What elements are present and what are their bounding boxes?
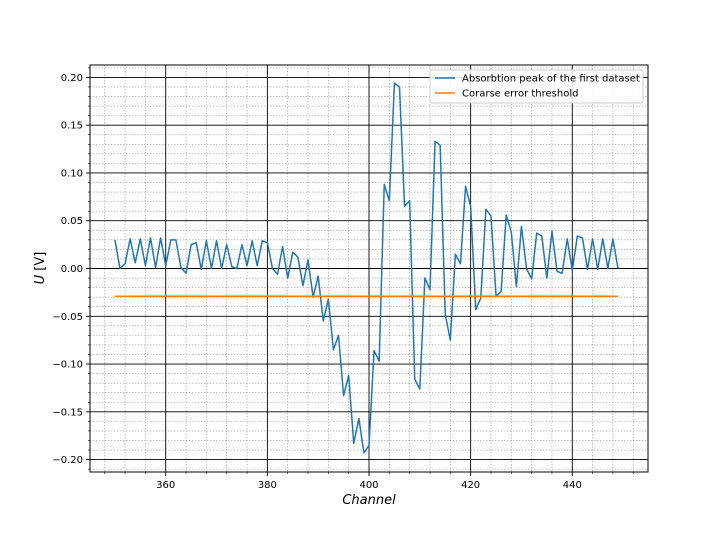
y-axis-label-variable: U [33, 274, 48, 284]
x-axis-label: Channel [342, 493, 396, 508]
x-tick-label: 440 [563, 480, 582, 491]
y-tick-label: 0.10 [61, 168, 83, 179]
legend-label-series-2: Corarse error threshold [462, 89, 578, 100]
axis-ticks [86, 67, 634, 476]
y-tick-label: −0.05 [52, 312, 83, 323]
y-tick-label: 0.05 [61, 216, 83, 227]
x-tick-label: 400 [359, 480, 378, 491]
major-grid [90, 65, 648, 472]
y-axis-label-unit: [V] [33, 252, 48, 275]
series-layer [114, 82, 619, 454]
y-axis-label: U [V] [33, 252, 48, 285]
y-tick-label: −0.20 [52, 455, 83, 466]
y-tick-label: 0.20 [61, 73, 83, 84]
legend-label-series-1: Absorbtion peak of the first dataset [462, 74, 640, 85]
tick-labels: 360 380 400 420 440 −0.20 −0.15 −0.10 −0.05 0.00 0… [52, 73, 581, 491]
y-tick-label: 0.15 [61, 121, 83, 132]
x-tick-label: 380 [258, 480, 277, 491]
y-tick-label: 0.00 [61, 264, 83, 275]
x-tick-label: 360 [156, 480, 175, 491]
y-tick-label: −0.15 [52, 407, 83, 418]
y-tick-label: −0.10 [52, 360, 83, 371]
series-line-1 [114, 82, 619, 454]
legend: Absorbtion peak of the first dataset Cor… [429, 69, 644, 104]
legend-box [429, 69, 644, 104]
x-tick-label: 420 [461, 480, 480, 491]
